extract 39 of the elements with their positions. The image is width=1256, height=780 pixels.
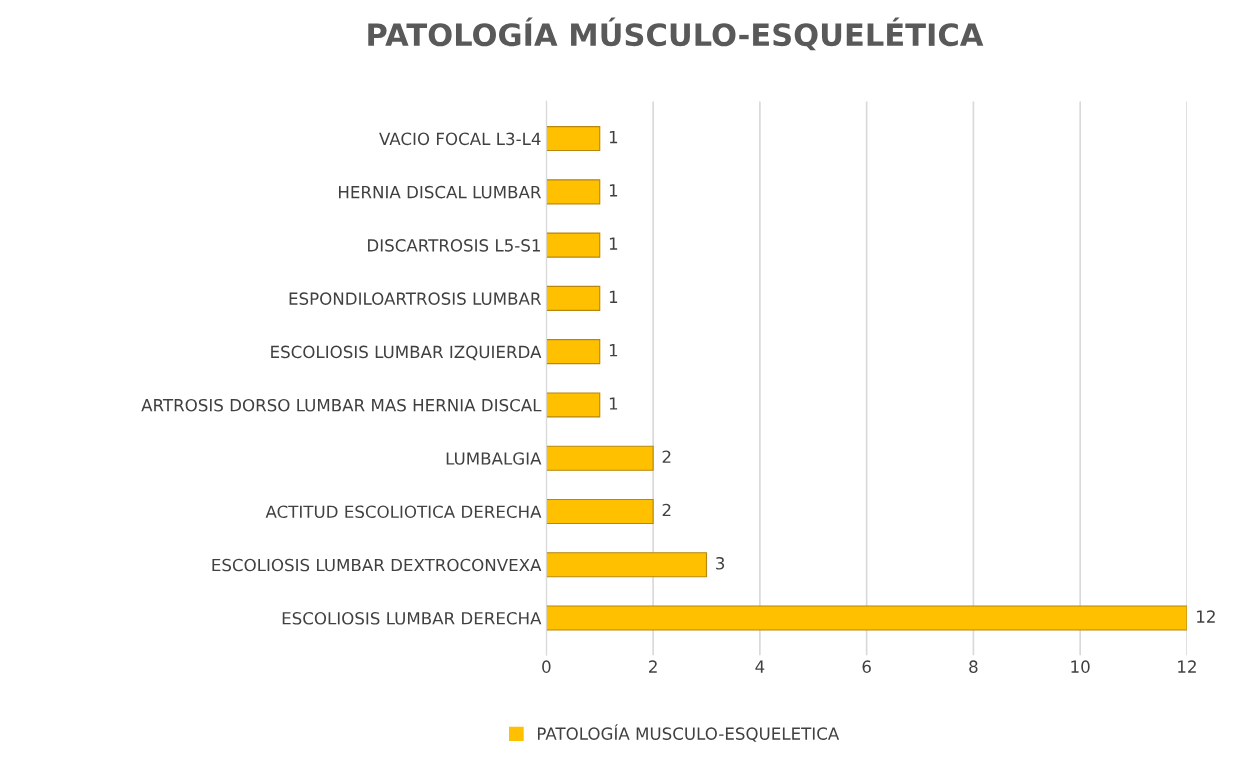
y-tick-label: ESCOLIOSIS LUMBAR IZQUIERDA (271, 345, 542, 361)
bar (546, 552, 708, 578)
data-label: 1 (609, 184, 618, 197)
data-label: 1 (609, 237, 618, 250)
bar (546, 126, 601, 152)
y-tick-label: LUMBALGIA (446, 452, 542, 465)
legend-label: PATOLOGÍA MUSCULO-ESQUELETICA (537, 724, 840, 742)
y-tick-label: ESCOLIOSIS LUMBAR DEXTROCONVEXA (212, 558, 542, 572)
chart-title: PATOLOGÍA MÚSCULO-ESQUELÉTICA (368, 17, 984, 51)
bar (546, 445, 654, 471)
data-label: 1 (609, 131, 618, 144)
bar (546, 179, 601, 205)
bar (546, 339, 601, 365)
x-tick-label: 6 (862, 660, 871, 673)
data-label: 1 (609, 397, 618, 410)
bar (546, 605, 1187, 631)
bar (546, 232, 601, 258)
bar (546, 285, 601, 311)
data-label: 1 (609, 344, 618, 357)
x-tick-label: 12 (1178, 660, 1196, 673)
data-label: 2 (662, 450, 671, 463)
y-tick-label: ESCOLIOSIS LUMBAR DERECHA (282, 612, 542, 625)
bar (546, 392, 601, 418)
data-label: 3 (716, 556, 725, 570)
x-tick-label: 10 (1071, 660, 1090, 673)
bar (546, 498, 654, 525)
y-tick-label: DISCARTROSIS L5-S1 (368, 239, 540, 252)
x-tick-label: 0 (542, 660, 551, 673)
data-label: 1 (609, 290, 618, 303)
y-tick-label: VACIO FOCAL L3-L4 (379, 132, 541, 146)
data-label: 12 (1197, 610, 1215, 623)
x-tick-label: 4 (755, 660, 765, 673)
data-label: 2 (662, 503, 671, 517)
y-tick-label: ESPONDILOARTROSIS LUMBAR (289, 292, 542, 305)
x-tick-label: 8 (969, 660, 978, 673)
x-tick-label: 2 (649, 660, 657, 673)
y-tick-label: ARTROSIS DORSO LUMBAR MAS HERNIA DISCAL (141, 398, 542, 412)
y-tick-label: HERNIA DISCAL LUMBAR (339, 185, 542, 199)
y-tick-label: ACTITUD ESCOLIOTICA DERECHA (265, 505, 542, 519)
